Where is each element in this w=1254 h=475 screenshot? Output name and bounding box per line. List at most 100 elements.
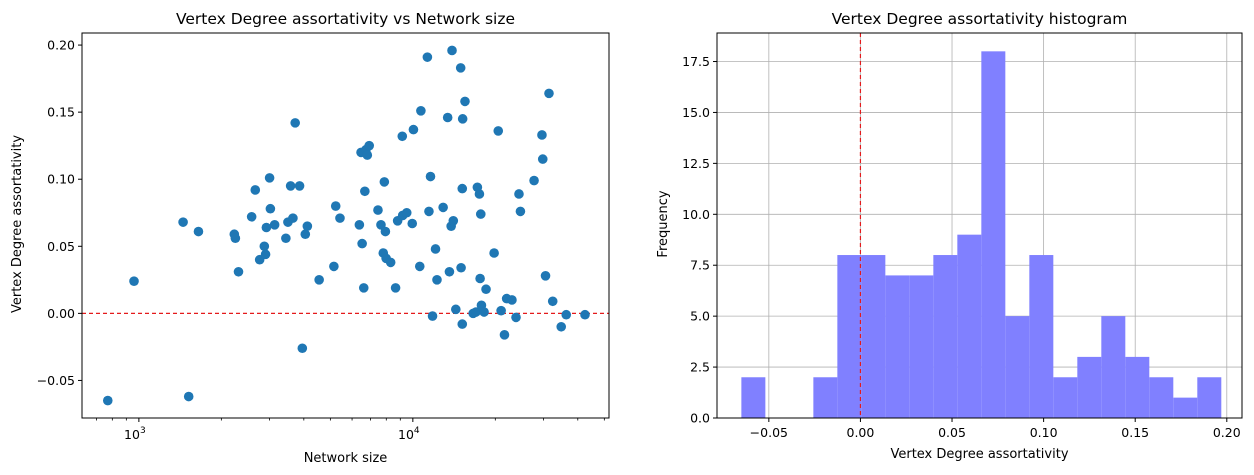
histogram-bar-10 — [981, 51, 1006, 418]
scatter-point-65 — [448, 216, 459, 226]
scatter-point-52 — [414, 261, 425, 272]
histogram-bar-11 — [1005, 316, 1030, 418]
scatter-point-61 — [442, 112, 453, 123]
scatter-y-tick-label-4: 0.15 — [47, 105, 75, 120]
scatter-point-11 — [259, 241, 270, 252]
scatter-plot-frame — [81, 32, 610, 419]
scatter-point-91 — [529, 175, 539, 186]
scatter-point-55 — [424, 206, 434, 217]
scatter-point-24 — [300, 229, 311, 240]
scatter-point-22 — [294, 181, 305, 191]
histogram-x-ticks: −0.05 0.00 0.05 0.10 0.15 0.20 — [750, 418, 1241, 440]
histogram-y-tick-label-1: 2.5 — [690, 360, 710, 375]
histogram-bar-6 — [885, 275, 910, 418]
histogram-x-tick-label-4: 0.15 — [1121, 425, 1149, 440]
scatter-point-16 — [269, 220, 280, 230]
scatter-x-tick-label-1: 104 — [398, 426, 420, 442]
scatter-point-83 — [493, 126, 504, 136]
scatter-point-4 — [193, 226, 204, 237]
histogram-bar-16 — [1125, 356, 1150, 418]
scatter-point-88 — [511, 312, 521, 323]
scatter-point-84 — [496, 305, 506, 316]
histogram-bar-8 — [933, 255, 958, 418]
scatter-point-69 — [457, 183, 468, 194]
scatter-point-72 — [460, 96, 470, 107]
scatter-point-60 — [438, 202, 448, 213]
scatter-x-tick-exponent-0: 3 — [140, 426, 146, 436]
scatter-y-tick-label-3: 0.10 — [47, 172, 75, 187]
scatter-point-50 — [407, 218, 418, 229]
scatter-points — [102, 45, 590, 406]
scatter-point-68 — [456, 262, 466, 273]
scatter-point-97 — [556, 321, 567, 332]
scatter-point-17 — [281, 233, 291, 244]
histogram-y-tick-label-6: 15.0 — [682, 105, 710, 120]
scatter-point-54 — [422, 52, 433, 62]
scatter-point-19 — [285, 181, 296, 191]
scatter-y-axis-label: Vertex Degree assortativity — [10, 135, 25, 313]
scatter-point-3 — [183, 391, 194, 402]
scatter-point-6 — [230, 233, 241, 244]
histogram-bar-7 — [909, 275, 934, 418]
scatter-point-56 — [425, 171, 436, 182]
scatter-point-64 — [447, 45, 457, 56]
histogram-bar-17 — [1149, 377, 1174, 418]
histogram-bar-15 — [1101, 316, 1126, 418]
scatter-point-37 — [364, 140, 375, 151]
scatter-point-70 — [457, 319, 468, 329]
histogram-y-tick-label-0: 0.0 — [690, 411, 710, 426]
histogram-x-axis-label: Vertex Degree assortativity — [890, 447, 1068, 462]
scatter-point-15 — [265, 203, 276, 214]
scatter-point-62 — [444, 266, 455, 277]
scatter-y-tick-label-2: 0.05 — [47, 239, 75, 254]
scatter-point-26 — [314, 275, 324, 285]
histogram-x-tick-label-2: 0.05 — [938, 425, 966, 440]
scatter-point-81 — [481, 284, 491, 295]
scatter-x-tick-label-0: 103 — [124, 426, 146, 442]
histogram-x-tick-label-5: 0.20 — [1213, 425, 1241, 440]
histogram-y-tick-label-2: 5.0 — [690, 309, 710, 324]
scatter-point-80 — [479, 307, 489, 317]
histogram-y-tick-label-4: 10.0 — [682, 207, 710, 222]
scatter-point-34 — [360, 186, 370, 197]
histogram-bar-18 — [1173, 397, 1198, 418]
scatter-point-96 — [547, 296, 558, 307]
scatter-point-49 — [401, 207, 412, 218]
scatter-point-38 — [373, 205, 383, 215]
histogram-x-tick-label-1: 0.00 — [847, 425, 875, 440]
histogram-x-tick-label-3: 0.10 — [1030, 425, 1058, 440]
histogram-bar-19 — [1197, 377, 1222, 418]
scatter-point-99 — [580, 309, 590, 320]
scatter-point-87 — [507, 295, 517, 305]
histogram-bar-4 — [837, 255, 862, 418]
scatter-point-25 — [302, 221, 313, 231]
scatter-y-tick-label-5: 0.20 — [47, 38, 75, 53]
histogram-bar-0 — [741, 377, 766, 418]
histogram-bar-5 — [861, 255, 886, 418]
histogram-bar-12 — [1029, 255, 1054, 418]
scatter-point-44 — [385, 257, 396, 268]
histogram-bar-3 — [813, 377, 838, 418]
histogram-y-tick-label-3: 7.5 — [690, 258, 710, 273]
scatter-point-7 — [233, 266, 244, 277]
scatter-point-21 — [290, 118, 300, 128]
scatter-point-20 — [288, 213, 298, 223]
scatter-point-27 — [329, 261, 339, 272]
scatter-point-9 — [250, 185, 261, 195]
scatter-point-36 — [362, 150, 373, 160]
scatter-point-1 — [129, 276, 139, 286]
scatter-point-58 — [430, 244, 441, 254]
scatter-point-85 — [499, 330, 510, 340]
scatter-point-41 — [379, 177, 390, 187]
scatter-point-47 — [397, 131, 408, 142]
scatter-point-90 — [515, 206, 526, 217]
scatter-point-14 — [264, 173, 275, 183]
scatter-point-89 — [514, 189, 524, 199]
scatter-point-92 — [537, 130, 547, 140]
scatter-point-59 — [432, 275, 442, 285]
scatter-point-98 — [561, 309, 572, 320]
histogram-y-tick-label-5: 12.5 — [682, 156, 710, 171]
scatter-point-23 — [297, 343, 308, 354]
histogram-bar-9 — [957, 234, 982, 418]
